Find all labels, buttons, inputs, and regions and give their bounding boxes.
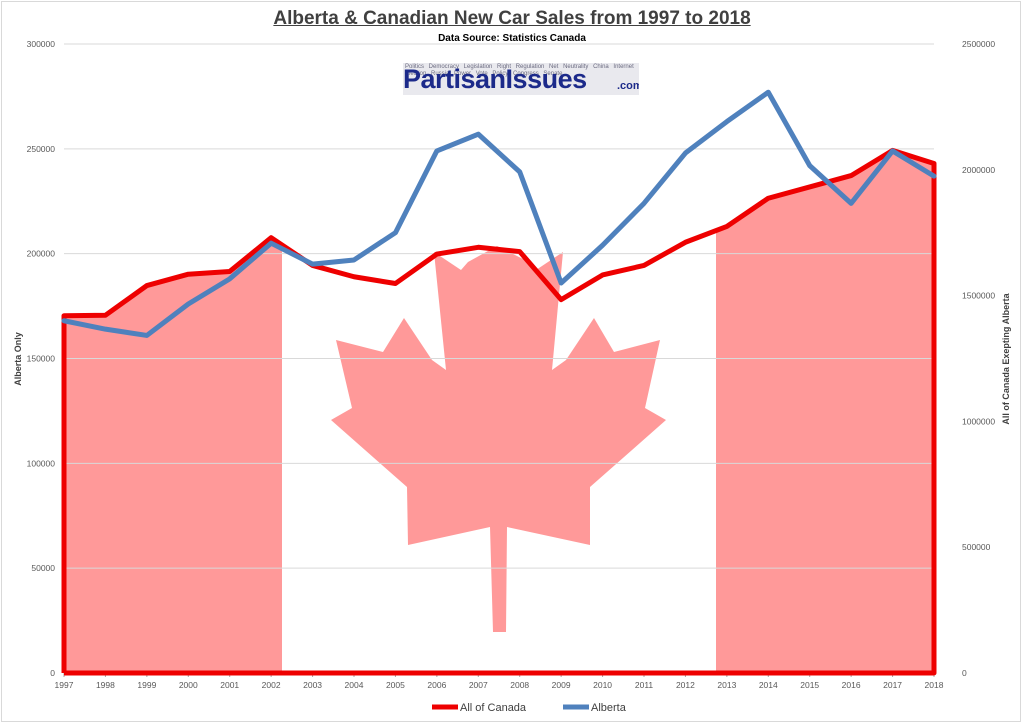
chart-title: Alberta & Canadian New Car Sales from 19… xyxy=(273,8,751,29)
logo-main-text: PartisanIssues xyxy=(403,64,587,94)
logo-word-cloud: Politics Democracy Legislation Right Reg… xyxy=(405,64,634,77)
logo-suffix-text: .com xyxy=(617,80,639,92)
partisanissues-logo: Politics Democracy Legislation Right Reg… xyxy=(403,63,639,95)
chart-subtitle: Data Source: Statistics Canada xyxy=(438,33,586,44)
